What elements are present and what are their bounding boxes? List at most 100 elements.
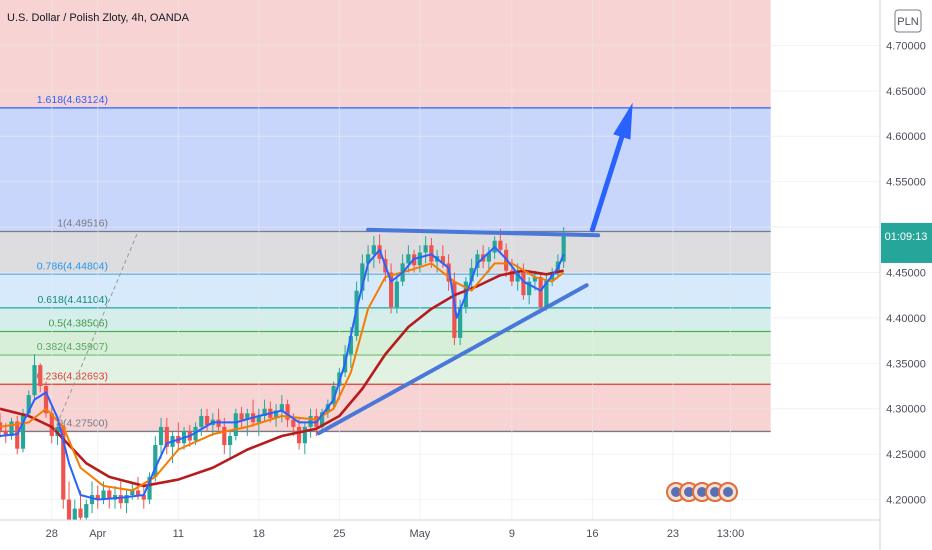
candle-body xyxy=(158,426,164,446)
candle-body xyxy=(486,252,491,262)
candle-body xyxy=(458,307,463,338)
candle-body xyxy=(498,240,503,250)
fib-level-label: 0.786(4.44804) xyxy=(37,260,108,272)
candle-body xyxy=(366,254,371,264)
x-tick-label: 18 xyxy=(253,528,265,540)
candle-body xyxy=(84,504,89,518)
candle-body xyxy=(32,365,37,396)
fib-level-label: 0.5(4.38506) xyxy=(48,317,108,329)
fib-zone-upper xyxy=(0,0,771,108)
resistance-line xyxy=(366,227,601,238)
candle-body xyxy=(319,412,325,427)
fibonacci-extension: 1.618(4.63124) 1(4.49516) 0.786(4.44804) 0.… xyxy=(0,0,771,433)
candle-body xyxy=(331,386,336,405)
candle-body xyxy=(348,336,353,355)
currency-badge-label: PLN xyxy=(897,16,918,28)
fib-zone xyxy=(0,307,771,332)
x-tick-label: 13:00 xyxy=(717,528,745,540)
candle-body xyxy=(561,233,566,262)
y-tick-label: 4.60000 xyxy=(886,131,926,143)
x-tick-label: May xyxy=(409,528,430,540)
drawings xyxy=(53,102,633,436)
candle-body xyxy=(469,267,474,282)
candle-countdown: 01:09:13 xyxy=(885,231,928,243)
candle-body xyxy=(475,254,480,268)
ema-fast-line xyxy=(0,246,565,501)
us-event-icon-core xyxy=(671,487,681,497)
candle-body xyxy=(417,252,422,266)
candle-body xyxy=(72,508,77,523)
candle-body xyxy=(135,490,141,496)
y-tick-label: 4.30000 xyxy=(886,404,926,416)
x-tick-label: 11 xyxy=(173,528,184,540)
support-trend-line xyxy=(316,283,589,436)
candle-body xyxy=(153,445,158,477)
fib-level-label: 0.618(4.41104) xyxy=(38,294,108,306)
candle-body xyxy=(302,426,307,444)
fib-level-label: 1(4.49516) xyxy=(57,217,108,229)
candle-body xyxy=(130,490,135,496)
candle-body xyxy=(204,416,210,426)
candle-body xyxy=(89,495,95,505)
candle-body xyxy=(141,495,146,500)
y-tick-label: 4.40000 xyxy=(886,313,926,325)
fib-level-label: 1.618(4.63124) xyxy=(37,94,108,106)
candle-body xyxy=(273,410,279,418)
candle-body xyxy=(147,476,152,500)
candle-body xyxy=(239,413,244,420)
price-scale xyxy=(880,0,932,550)
event-icons xyxy=(666,482,738,502)
candle-body xyxy=(544,279,549,308)
fib-level-label: 0(4.27500) xyxy=(57,417,108,429)
candle-body xyxy=(20,413,26,449)
candle-body xyxy=(66,499,72,523)
candle-body xyxy=(538,277,543,308)
currency-badge[interactable]: PLN xyxy=(894,9,922,33)
candle-body xyxy=(527,281,532,296)
candle-body xyxy=(515,270,520,282)
candle-body xyxy=(360,263,365,291)
candle-body xyxy=(95,495,100,500)
candle-body xyxy=(233,413,238,436)
candle-body xyxy=(394,281,399,308)
us-event-icon-core xyxy=(697,487,707,497)
fib-level-label: 0.382(4.35907) xyxy=(37,341,108,353)
candle-body xyxy=(509,270,514,282)
candle-body xyxy=(118,495,123,504)
candle-body xyxy=(227,435,233,446)
x-tick-label: 25 xyxy=(333,528,345,540)
y-tick-label: 4.70000 xyxy=(886,40,926,52)
y-tick-label: 4.55000 xyxy=(886,177,926,189)
x-tick-label: 9 xyxy=(509,528,515,540)
candle-body xyxy=(38,365,43,387)
candle-body xyxy=(406,254,411,264)
x-tick-label: 23 xyxy=(667,528,679,540)
time-scale xyxy=(0,520,880,550)
fib-zone xyxy=(0,331,771,356)
candle-body xyxy=(26,395,31,414)
candle-body xyxy=(285,404,290,420)
last-price-label: 4.49353 01:09:13 xyxy=(881,213,932,263)
candle-body xyxy=(296,426,302,444)
x-tick-label: Apr xyxy=(89,528,106,540)
fib-zone xyxy=(0,355,771,385)
fib-zone xyxy=(0,107,771,232)
candle-body xyxy=(199,416,204,427)
candle-body xyxy=(49,413,54,436)
candle-body xyxy=(291,419,296,427)
x-tick-label: 28 xyxy=(46,528,58,540)
us-event-icon-core xyxy=(684,487,694,497)
y-tick-label: 4.20000 xyxy=(886,495,926,507)
candle-body xyxy=(423,245,428,253)
fib-zone xyxy=(0,384,771,432)
candle-body xyxy=(78,508,83,518)
y-tick-label: 4.65000 xyxy=(886,86,926,98)
chart-title: U.S. Dollar / Polish Zloty, 4h, OANDA xyxy=(7,12,190,24)
candle-body xyxy=(61,426,66,500)
candle-body xyxy=(101,490,106,500)
projection-arrow-shaft xyxy=(589,134,625,233)
candle-body xyxy=(440,256,445,264)
x-tick-label: 16 xyxy=(586,528,598,540)
